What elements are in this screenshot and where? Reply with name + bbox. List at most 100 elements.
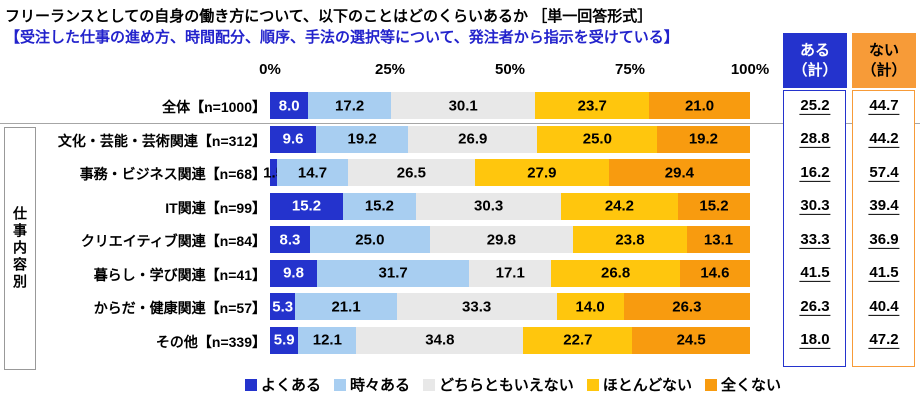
bar-segment: 21.0 — [649, 92, 750, 119]
legend-label: どちらともいえない — [439, 377, 574, 394]
summary-value: 33.3 — [799, 230, 831, 249]
segment-value-label: 26.9 — [458, 130, 488, 148]
summary-value: 39.4 — [868, 196, 900, 216]
bar-segment: 14.7 — [277, 159, 348, 186]
segment-value-label: 25.0 — [582, 130, 612, 148]
summary-header-nai-line1: ない — [868, 42, 899, 59]
row-label: 事務・ビジネス関連【n=68】 — [79, 166, 266, 182]
legend-label: ほとんどない — [602, 377, 692, 394]
legend: よくある 時々ある どちらともいえない ほとんどない 全くない — [106, 374, 920, 395]
summary-value: 16.2 — [799, 163, 831, 182]
chart-subtitle: 【受注した仕事の進め方、時間配分、順序、手法の選択等について、発注者から指示を受… — [5, 29, 679, 46]
bar-segment: 33.3 — [396, 293, 557, 320]
segment-value-label: 5.3 — [272, 298, 294, 315]
bar-row: 9.8 31.7 17.1 26.8 14.6 — [270, 259, 750, 287]
row-label: IT関連【n=99】 — [165, 199, 266, 216]
segment-value-label: 17.1 — [495, 264, 525, 282]
section-divider — [0, 123, 920, 124]
bar-segment: 17.1 — [469, 259, 552, 287]
bar-segment: 14.6 — [679, 259, 750, 287]
legend-item: ほとんどない — [586, 374, 692, 395]
bar-segment: 22.7 — [523, 326, 633, 354]
summary-header-aru-line2: （計） — [792, 61, 838, 79]
summary-column-aru — [783, 90, 846, 367]
summary-value: 28.8 — [799, 129, 831, 149]
summary-header-aru-line1: ある — [799, 42, 830, 59]
legend-item: よくある — [244, 374, 321, 395]
bar-row: 5.3 21.1 33.3 14.0 26.3 — [270, 293, 750, 320]
axis-tick-label: 100% — [730, 61, 770, 78]
bar-segment: 27.9 — [474, 159, 609, 186]
legend-swatch-icon — [244, 378, 257, 391]
bar-segment: 26.3 — [623, 293, 750, 320]
segment-value-label: 27.9 — [527, 164, 557, 181]
axis-tick-label: 0% — [259, 61, 281, 78]
segment-value-label: 17.2 — [335, 97, 365, 114]
segment-value-label: 23.7 — [577, 97, 607, 114]
bar-segment: 9.6 — [270, 125, 317, 153]
bar-segment: 5.9 — [270, 326, 299, 354]
legend-swatch-icon — [334, 378, 346, 391]
row-label: クリエイティブ関連【n=84】 — [80, 233, 266, 249]
bar-segment: 21.1 — [295, 293, 397, 320]
bar-segment: 23.7 — [535, 92, 650, 119]
summary-value: 44.7 — [868, 96, 900, 115]
segment-value-label: 34.8 — [425, 331, 455, 349]
summary-value: 36.9 — [868, 230, 900, 249]
bar-segment: 1.5 — [263, 159, 284, 186]
segment-value-label: 8.0 — [278, 97, 300, 114]
axis-tick-label: 75% — [614, 61, 646, 78]
bar-segment: 24.2 — [561, 192, 678, 220]
summary-header-aru: ある （計） — [783, 33, 847, 88]
segment-value-label: 13.1 — [703, 231, 734, 248]
segment-value-label: 26.5 — [396, 164, 426, 181]
segment-value-label: 19.2 — [688, 130, 719, 148]
segment-value-label: 33.3 — [462, 298, 492, 315]
segment-value-label: 21.1 — [331, 298, 361, 315]
segment-value-label: 29.8 — [486, 231, 516, 248]
row-label: 全体【n=1000】 — [162, 99, 266, 115]
segment-value-label: 25.0 — [355, 231, 385, 248]
bar-segment: 12.1 — [298, 326, 357, 354]
bar-segment: 13.1 — [687, 226, 750, 253]
segment-value-label: 8.3 — [279, 231, 301, 248]
bar-segment: 17.2 — [308, 92, 391, 119]
bar-segment: 15.2 — [677, 192, 751, 220]
legend-item: どちらともいえない — [423, 374, 574, 395]
bar-segment: 30.3 — [415, 192, 562, 220]
segment-value-label: 21.0 — [684, 97, 715, 114]
summary-value: 30.3 — [799, 196, 831, 216]
segment-value-label: 30.3 — [474, 197, 504, 215]
bar-segment: 24.5 — [632, 326, 750, 354]
segment-value-label: 14.6 — [700, 264, 730, 282]
segment-value-label: 14.7 — [297, 164, 328, 181]
category-group-label: 仕事内容別 — [12, 206, 28, 291]
bar-segment: 25.0 — [309, 226, 430, 253]
legend-item: 時々ある — [334, 374, 410, 395]
segment-value-label: 9.6 — [282, 130, 304, 148]
bar-row: 15.2 15.2 30.3 24.2 15.2 — [270, 192, 751, 220]
legend-label: よくある — [260, 377, 321, 394]
segment-value-label: 23.8 — [615, 231, 645, 248]
summary-value: 18.0 — [799, 330, 831, 350]
chart-title: フリーランスとしての自身の働き方について、以下のことはどのくらいあるか ［単一回… — [5, 8, 653, 25]
bar-row: 1.5 14.7 26.5 27.9 29.4 — [263, 159, 750, 186]
bar-segment: 30.1 — [390, 92, 536, 119]
summary-value: 57.4 — [868, 163, 900, 182]
bar-segment: 5.3 — [270, 293, 296, 320]
bar-row: 9.6 19.2 26.9 25.0 19.2 — [270, 125, 750, 153]
bar-segment: 31.7 — [317, 259, 470, 287]
bar-segment: 8.0 — [270, 92, 309, 119]
legend-swatch-icon — [586, 378, 599, 391]
summary-value: 26.3 — [799, 297, 831, 316]
summary-value: 44.2 — [868, 129, 900, 149]
bar-row: 8.3 25.0 29.8 23.8 13.1 — [270, 226, 750, 253]
bar-segment: 19.2 — [657, 125, 750, 153]
summary-header-nai: ない （計） — [852, 33, 916, 88]
summary-value: 47.2 — [868, 330, 900, 350]
bar-segment: 15.2 — [270, 192, 343, 220]
bar-segment: 34.8 — [356, 326, 524, 354]
segment-value-label: 26.8 — [600, 264, 631, 282]
summary-value: 41.5 — [799, 263, 831, 283]
